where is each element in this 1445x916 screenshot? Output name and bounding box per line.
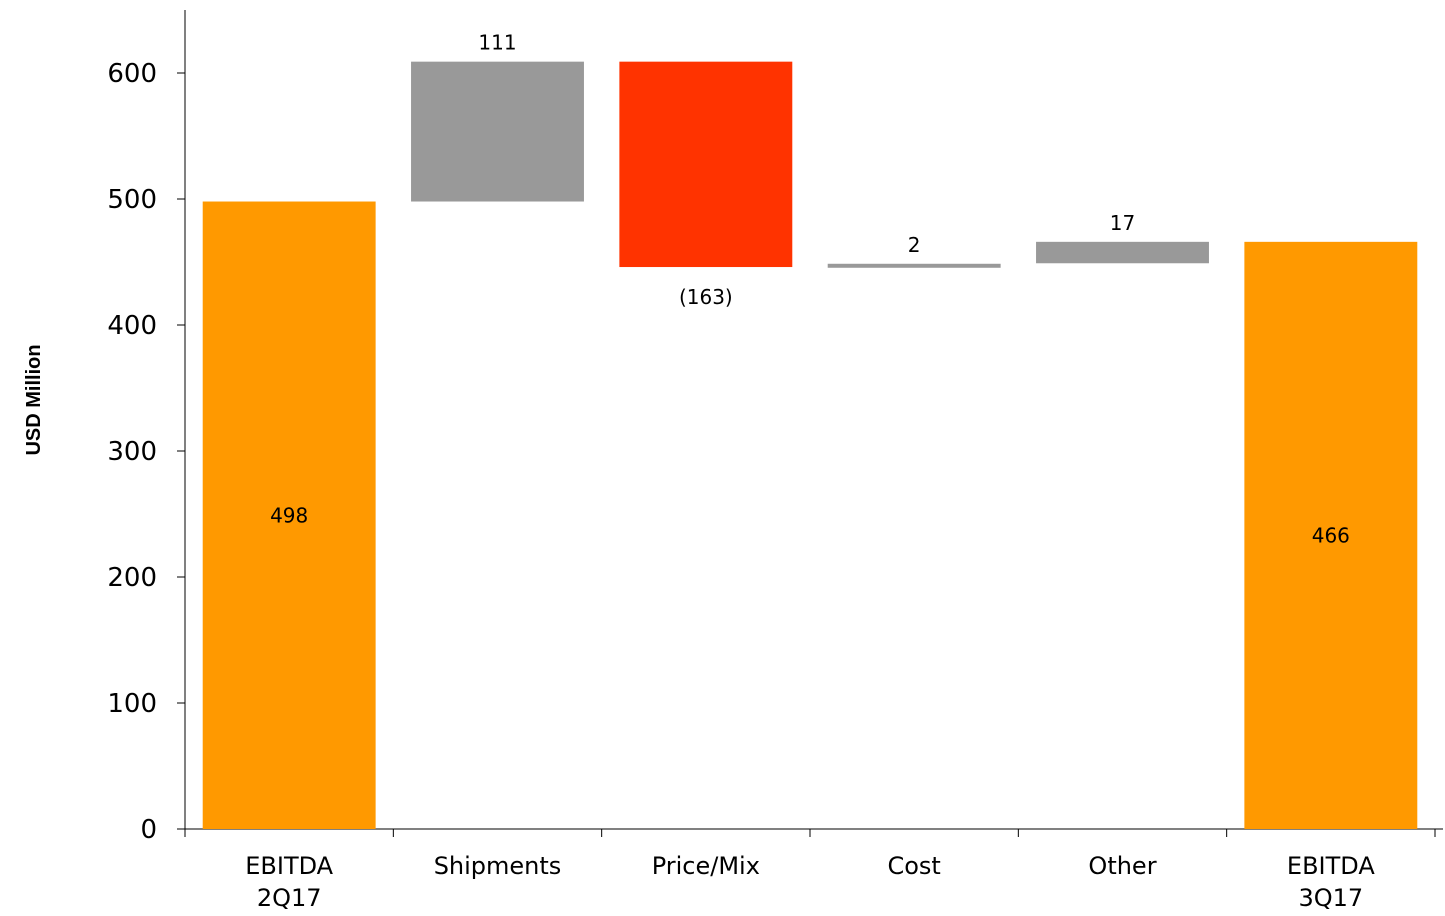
- bar-value-label: 111: [478, 31, 516, 55]
- x-category-label: Other: [1088, 852, 1156, 880]
- y-tick-label: 100: [107, 689, 157, 719]
- x-category-label: Cost: [887, 852, 940, 880]
- delta-bar: [827, 263, 1001, 268]
- x-category-label: EBITDA: [245, 852, 333, 880]
- y-tick-label: 400: [107, 311, 157, 341]
- y-axis-title: USD Million: [23, 344, 45, 455]
- y-tick-label: 200: [107, 563, 157, 593]
- x-category-label: 3Q17: [1298, 884, 1363, 912]
- total-bar: [202, 201, 376, 829]
- data-labels: 498 111 (163) 2 17 466: [270, 31, 1350, 548]
- bar-value-label: (163): [679, 285, 733, 309]
- delta-bar: [619, 61, 793, 268]
- delta-bar: [1036, 241, 1209, 264]
- delta-bar: [411, 61, 584, 202]
- total-bar: [1244, 241, 1418, 830]
- x-axis: EBITDA 2Q17 Shipments Price/Mix Cost Other EBI…: [184, 828, 1443, 912]
- bar-value-label: 2: [908, 233, 921, 257]
- y-tick-label: 0: [140, 815, 157, 845]
- y-axis: 0 100 200 300 400 500 600: [107, 10, 186, 845]
- x-category-label: Price/Mix: [652, 852, 760, 880]
- y-tick-label: 500: [107, 185, 157, 215]
- bars: [202, 61, 1418, 830]
- x-category-label: Shipments: [434, 852, 562, 880]
- bar-value-label: 466: [1312, 523, 1350, 547]
- x-category-label: 2Q17: [257, 884, 322, 912]
- bar-value-label: 498: [270, 503, 308, 527]
- y-tick-label: 600: [107, 59, 157, 89]
- x-category-label: EBITDA: [1287, 852, 1375, 880]
- y-tick-label: 300: [107, 437, 157, 467]
- bar-value-label: 17: [1110, 211, 1135, 235]
